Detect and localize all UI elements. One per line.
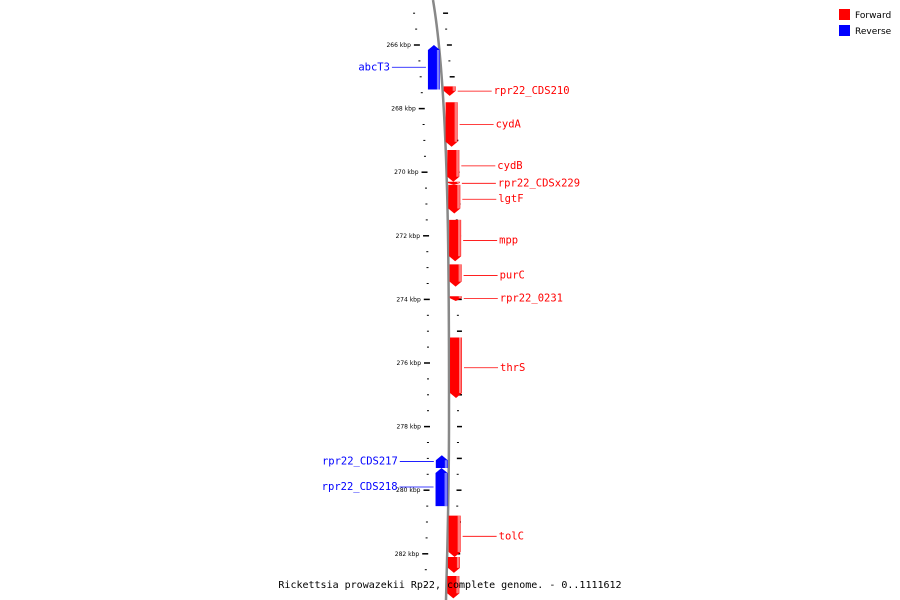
axis-tick-label: 276 kbp <box>397 360 422 367</box>
axis-tick-label: 272 kbp <box>396 233 421 240</box>
gene-label[interactable]: cydB <box>497 160 522 172</box>
legend-forward-swatch <box>839 9 850 20</box>
gene-arrow-highlight <box>452 86 456 91</box>
gene-arrow-highlight <box>458 264 462 282</box>
gene-arrow-highlight <box>436 50 440 90</box>
gene-arrow-highlight <box>456 576 459 594</box>
axis-tick-label: 278 kbp <box>397 424 422 431</box>
gene-label[interactable]: lgtF <box>498 193 523 205</box>
gene-label[interactable]: abcT3 <box>358 61 390 73</box>
axis-tick-label: 270 kbp <box>394 169 419 176</box>
gene-label[interactable]: rpr22_CDS217 <box>322 456 398 468</box>
genome-backbone <box>431 0 451 600</box>
gene-label[interactable]: rpr22_CDS210 <box>494 85 570 97</box>
gene-labels: abcT3 rpr22_CDS210 cydA cydB rpr22_CDSx229lg… <box>322 61 580 542</box>
gene-label[interactable]: rpr22_0231 <box>500 293 563 305</box>
gene-label[interactable]: rpr22_CDSx229 <box>498 177 580 189</box>
gene-arrow-highlight <box>454 102 458 142</box>
gene-arrow-highlight <box>457 515 461 552</box>
gene-label[interactable]: purC <box>500 270 525 282</box>
legend: Forward Reverse <box>839 9 892 37</box>
gene-label[interactable]: rpr22_CDS218 <box>322 481 398 493</box>
gene-label[interactable]: tolC <box>499 530 524 542</box>
legend-forward-label: Forward <box>855 11 891 21</box>
axis-tick-label: 282 kbp <box>395 551 420 558</box>
gene-arrow-highlight <box>456 556 460 568</box>
gene-arrow-highlight <box>444 472 448 507</box>
axis-tick-label: 280 kbp <box>396 487 421 494</box>
gene-arrow-highlight <box>459 337 462 393</box>
gene-arrow-highlight <box>458 296 462 299</box>
gene-label[interactable]: thrS <box>500 362 525 374</box>
gene-arrow-highlight <box>444 460 448 468</box>
gene-label[interactable]: mpp <box>499 235 518 247</box>
gene-arrow-highlight <box>458 219 461 257</box>
gene-arrow-highlight <box>456 181 460 184</box>
gene-arrow-highlight <box>456 149 459 177</box>
legend-reverse-swatch <box>839 25 850 36</box>
gene-label[interactable]: cydA <box>496 119 522 131</box>
axis-tick-label: 268 kbp <box>391 106 416 113</box>
axis-tick-label: 266 kbp <box>386 42 411 49</box>
axis-tick-label: 274 kbp <box>396 296 421 303</box>
legend-reverse-label: Reverse <box>855 27 892 37</box>
gene-arrow-highlight <box>457 184 460 209</box>
axis-ticks: 266 kbp 268 kbp 270 kbp 272 kbp 274 kbp 276 k… <box>386 12 463 587</box>
genome-caption: Rickettsia prowazekii Rp22, complete gen… <box>278 580 621 591</box>
gene-features <box>427 45 463 599</box>
